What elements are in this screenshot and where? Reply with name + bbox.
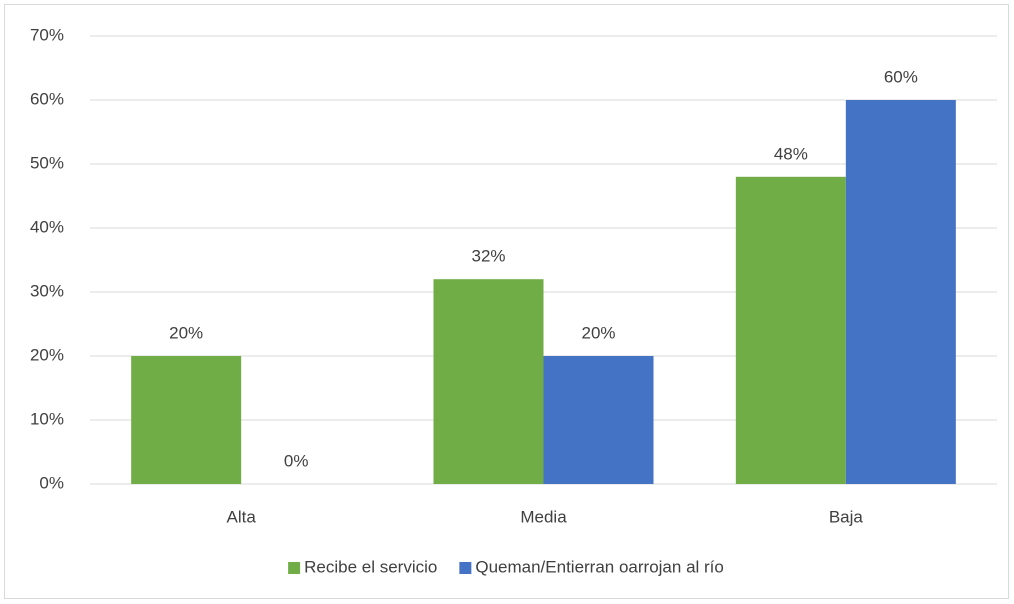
y-tick-label: 10% <box>30 409 64 428</box>
y-tick-label: 50% <box>30 153 64 172</box>
data-label: 0% <box>284 451 309 470</box>
legend-label: Queman/Entierran oarrojan al río <box>475 557 724 576</box>
bar <box>543 356 654 484</box>
data-label: 48% <box>774 144 808 163</box>
bar <box>131 356 242 484</box>
bar <box>735 176 846 485</box>
data-label: 20% <box>169 323 203 342</box>
data-label: 32% <box>471 247 505 266</box>
y-tick-label: 60% <box>30 89 64 108</box>
bar <box>433 279 544 484</box>
y-tick-label: 20% <box>30 345 64 364</box>
bar <box>845 100 956 484</box>
legend-swatch <box>288 562 301 574</box>
y-tick-label: 0% <box>39 473 64 492</box>
data-label: 20% <box>581 323 615 342</box>
x-tick-label: Media <box>520 507 567 526</box>
x-tick-label: Alta <box>227 507 257 526</box>
legend-label: Recibe el servicio <box>304 557 437 576</box>
legend-swatch <box>459 562 472 574</box>
y-tick-label: 40% <box>30 217 64 236</box>
y-tick-label: 70% <box>30 25 64 44</box>
data-label: 60% <box>884 67 918 86</box>
y-tick-label: 30% <box>30 281 64 300</box>
x-tick-label: Baja <box>829 507 864 526</box>
